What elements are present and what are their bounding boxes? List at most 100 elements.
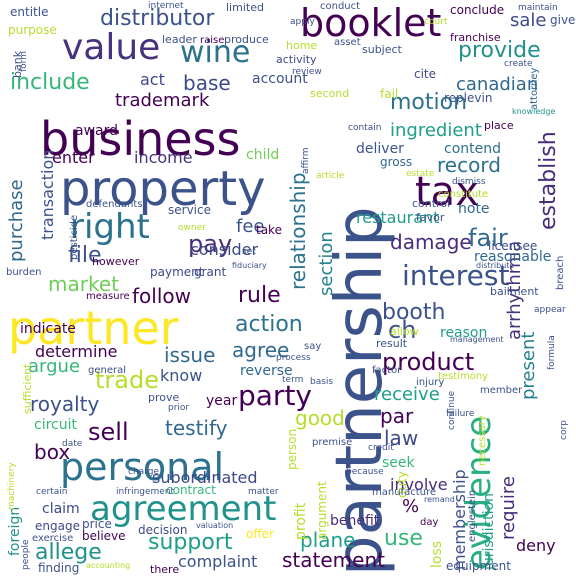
word: booklet <box>300 1 442 45</box>
word: maintain <box>518 3 558 13</box>
word: deny <box>516 536 556 555</box>
word: determine <box>35 342 118 361</box>
word: value <box>62 27 161 68</box>
word: year <box>206 393 238 409</box>
word: section <box>316 231 337 296</box>
word: franchise <box>450 31 501 44</box>
word: charge <box>128 467 159 477</box>
word: ch <box>388 316 417 344</box>
word: base <box>183 71 231 95</box>
word: management <box>450 335 504 344</box>
word: estate <box>406 169 435 179</box>
word: foreign <box>7 506 23 556</box>
word: business <box>40 112 241 166</box>
word: complaint <box>178 552 258 571</box>
word: machinery <box>7 462 17 510</box>
word: booth <box>382 300 446 325</box>
word: manufacture <box>372 487 436 498</box>
word: credit <box>368 443 394 453</box>
word: constitute <box>438 189 489 200</box>
word: entitle <box>10 5 49 19</box>
word: fee <box>236 216 265 237</box>
word: good <box>295 406 345 430</box>
word: offer <box>246 527 274 541</box>
word: contend <box>444 141 501 157</box>
word: measure <box>86 291 130 302</box>
word: necessary <box>477 415 488 466</box>
word: place <box>484 119 514 132</box>
word: issue <box>164 343 216 367</box>
word: activity <box>276 53 317 66</box>
word: wine <box>180 35 251 70</box>
word: use <box>384 526 423 551</box>
word: file <box>68 243 102 268</box>
word: consider <box>190 240 259 259</box>
word: give <box>550 13 576 27</box>
word: engage <box>35 519 80 533</box>
word: pesticide <box>69 214 80 260</box>
word: relationship <box>286 172 310 290</box>
word: general <box>88 365 127 376</box>
word: follow <box>132 284 191 308</box>
word: certain <box>36 487 68 497</box>
word: member <box>480 385 523 396</box>
word: allow <box>390 325 419 338</box>
word: owner <box>178 223 206 233</box>
word: price <box>82 517 112 531</box>
word: note <box>458 201 490 217</box>
word: action <box>235 312 303 337</box>
word: however <box>92 255 140 268</box>
word: formula <box>547 335 557 370</box>
word: attorney <box>529 67 540 110</box>
word: damage <box>390 230 472 254</box>
word: finding <box>38 561 80 575</box>
word: party <box>238 379 312 412</box>
word: equipment <box>446 559 511 573</box>
word: believe <box>82 529 126 543</box>
word: par <box>380 404 414 428</box>
word: enter <box>52 148 95 167</box>
word: property <box>60 161 266 217</box>
word: award <box>75 123 119 139</box>
word: know <box>160 366 203 385</box>
word: contract <box>166 483 216 497</box>
word: because <box>346 467 384 477</box>
word: bailment <box>490 285 539 298</box>
word: receive <box>374 384 440 405</box>
word: benefit <box>330 513 380 529</box>
word: seek <box>382 455 415 471</box>
word: factor <box>372 365 402 376</box>
word: knowledge <box>512 107 556 116</box>
word: account <box>252 71 308 87</box>
word: plane <box>300 528 356 552</box>
word: argue <box>28 356 81 377</box>
word: agreement <box>90 489 277 529</box>
word: produce <box>224 33 269 46</box>
word: review <box>292 67 322 77</box>
word: licensee <box>488 239 538 253</box>
word: law <box>384 426 419 450</box>
word: person <box>285 428 299 470</box>
word: form <box>19 51 29 72</box>
word: corp <box>559 420 569 440</box>
word: personal <box>60 445 225 489</box>
word: act <box>140 70 165 89</box>
word: date <box>62 439 83 449</box>
word: contain <box>348 123 382 133</box>
word: decision <box>138 523 188 537</box>
word: child <box>246 147 280 163</box>
word: fair <box>468 224 508 252</box>
word: take <box>256 223 282 237</box>
word: say <box>304 341 322 352</box>
word: raise <box>200 35 225 46</box>
word: rule <box>238 283 281 308</box>
word: infringement <box>116 487 175 497</box>
word: set <box>242 247 256 257</box>
word: partner <box>8 301 179 355</box>
word: allege <box>35 540 102 565</box>
word: replevin <box>444 91 493 105</box>
word: market <box>48 272 119 296</box>
word: distribute <box>476 261 515 270</box>
word: breach <box>555 255 566 290</box>
word: remand <box>424 495 455 504</box>
